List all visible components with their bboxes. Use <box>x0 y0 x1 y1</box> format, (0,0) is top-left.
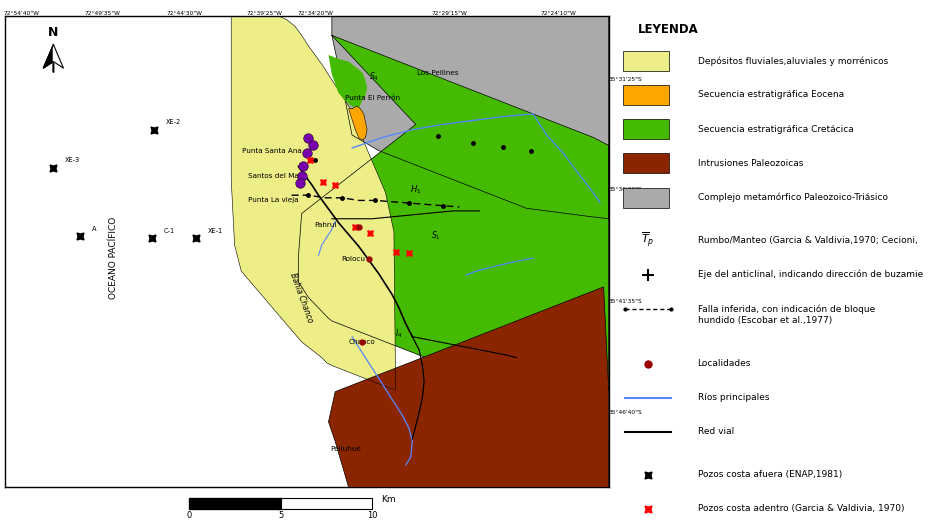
Text: Pahrul: Pahrul <box>314 222 337 228</box>
Text: 72°44'30"W: 72°44'30"W <box>166 10 203 16</box>
Text: LEYENDA: LEYENDA <box>638 23 699 36</box>
Text: Eje del anticlinal, indicando dirección de buzamie: Eje del anticlinal, indicando dirección … <box>698 270 922 279</box>
Text: 35°46'40"S: 35°46'40"S <box>609 410 642 415</box>
Polygon shape <box>349 106 367 140</box>
Text: hundido (Escobar et al.,1977): hundido (Escobar et al.,1977) <box>698 316 832 325</box>
Text: 35°41'35"S: 35°41'35"S <box>609 299 642 304</box>
Text: 72°39'25"W: 72°39'25"W <box>247 10 282 16</box>
Text: 0: 0 <box>186 511 192 520</box>
Text: 72°29'15"W: 72°29'15"W <box>432 10 467 16</box>
Text: Intrusiones Paleozoicas: Intrusiones Paleozoicas <box>698 159 803 168</box>
Text: Km: Km <box>381 495 397 504</box>
FancyBboxPatch shape <box>623 85 670 105</box>
Text: 5: 5 <box>279 511 283 520</box>
Polygon shape <box>332 16 609 219</box>
Text: 72°34'20"W: 72°34'20"W <box>297 10 333 16</box>
Text: XE-3: XE-3 <box>65 157 80 163</box>
Text: Los Pellines: Los Pellines <box>417 70 458 76</box>
Text: Rolocu: Rolocu <box>341 256 366 263</box>
Text: Punta Santa Ana: Punta Santa Ana <box>242 148 301 154</box>
Polygon shape <box>328 55 367 109</box>
Text: C-1: C-1 <box>165 228 175 234</box>
Text: Pelluhue: Pelluhue <box>330 446 360 452</box>
Polygon shape <box>231 16 396 389</box>
Polygon shape <box>299 36 609 389</box>
Text: Falla inferida, con indicación de bloque: Falla inferida, con indicación de bloque <box>698 304 875 313</box>
Text: $I_{4}$: $I_{4}$ <box>396 328 402 340</box>
Text: 72°54'40"W: 72°54'40"W <box>4 10 40 16</box>
Bar <box>189 498 281 509</box>
Text: Chanco: Chanco <box>349 339 376 345</box>
Text: Pozos costa adentro (Garcia & Valdivia, 1970): Pozos costa adentro (Garcia & Valdivia, … <box>698 505 904 514</box>
Text: Rumbo/Manteo (Garcia & Valdivia,1970; Cecioni,: Rumbo/Manteo (Garcia & Valdivia,1970; Ce… <box>698 236 918 245</box>
Text: 72°24'10"W: 72°24'10"W <box>540 10 576 16</box>
Text: 10: 10 <box>367 511 378 520</box>
FancyBboxPatch shape <box>623 154 670 173</box>
Text: Pozos costa afuera (ENAP,1981): Pozos costa afuera (ENAP,1981) <box>698 470 842 479</box>
Text: 72°49'35"W: 72°49'35"W <box>84 10 120 16</box>
Bar <box>281 498 373 509</box>
Polygon shape <box>53 45 64 68</box>
Text: Punta El Perrón: Punta El Perrón <box>344 95 399 101</box>
Text: 35°31'25"S: 35°31'25"S <box>609 78 642 82</box>
Text: Depósitos fluviales,aluviales y morrénicos: Depósitos fluviales,aluviales y morrénic… <box>698 56 888 66</box>
Text: $S_{1}$: $S_{1}$ <box>431 230 440 242</box>
Polygon shape <box>44 45 53 68</box>
Text: Secuencia estratigráfica Cretácica: Secuencia estratigráfica Cretácica <box>698 125 853 134</box>
Text: Localidades: Localidades <box>698 359 751 368</box>
Text: $H_{1}$: $H_{1}$ <box>410 183 421 196</box>
Text: 35°36'30"S: 35°36'30"S <box>609 188 642 192</box>
Text: Punta La vieja: Punta La vieja <box>247 198 299 203</box>
Text: $S_{4}$: $S_{4}$ <box>369 71 378 83</box>
Text: N: N <box>49 26 59 39</box>
Polygon shape <box>328 287 609 487</box>
Text: A: A <box>92 225 96 232</box>
Text: Santos del Mar: Santos del Mar <box>248 172 301 179</box>
Polygon shape <box>483 442 609 487</box>
Text: Bahía Chanco: Bahía Chanco <box>288 271 315 324</box>
Text: Ríos principales: Ríos principales <box>698 393 769 402</box>
Text: XE-1: XE-1 <box>207 228 223 234</box>
Text: Complejo metamórfico Paleozoico-Triásico: Complejo metamórfico Paleozoico-Triásico <box>698 193 887 202</box>
Text: OCEANO PACÍFICO: OCEANO PACÍFICO <box>109 217 118 299</box>
FancyBboxPatch shape <box>623 188 670 208</box>
Text: $\overline{T}_{p}$: $\overline{T}_{p}$ <box>641 231 654 250</box>
FancyBboxPatch shape <box>623 119 670 139</box>
Text: XE-2: XE-2 <box>165 119 181 125</box>
FancyBboxPatch shape <box>623 51 670 71</box>
Text: Red vial: Red vial <box>698 428 734 436</box>
Text: Secuencia estratigráfica Eocena: Secuencia estratigráfica Eocena <box>698 91 844 100</box>
